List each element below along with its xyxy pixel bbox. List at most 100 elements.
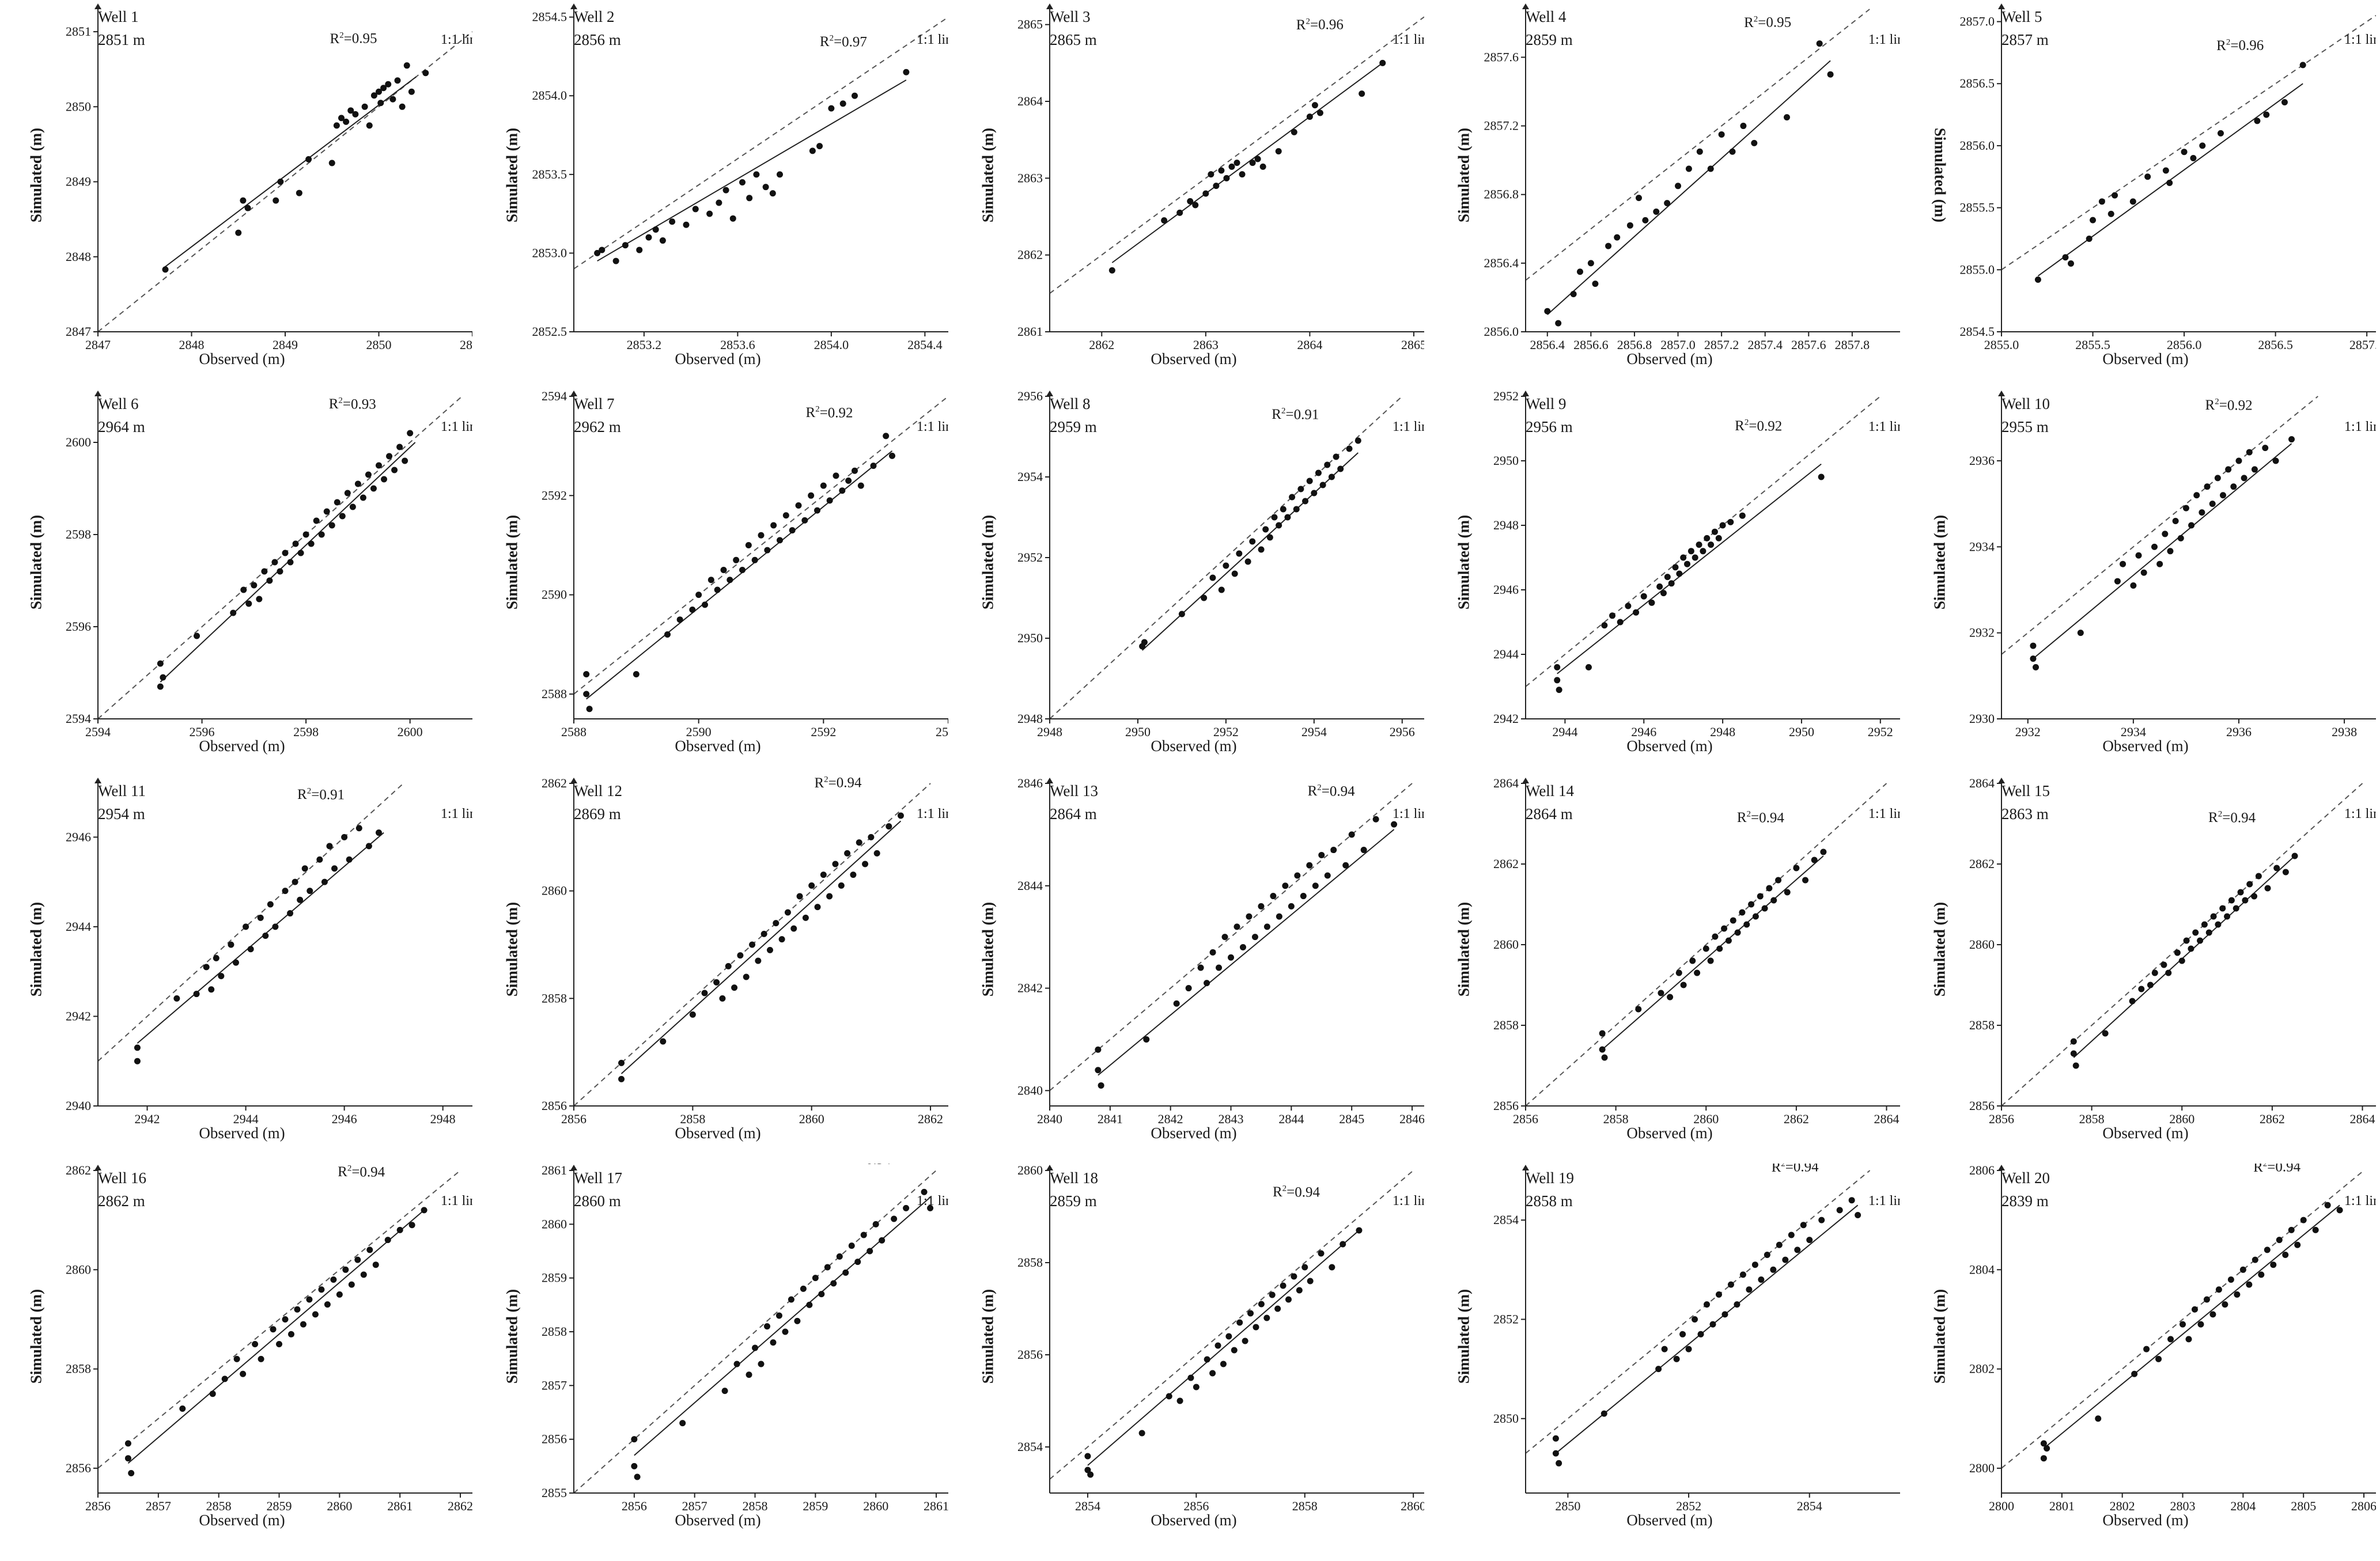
data-point xyxy=(1554,677,1561,684)
scatter-plot: 2850 2852 2854 2850 2852 2854 xyxy=(1493,1165,1900,1513)
one-to-one-line xyxy=(2001,783,2363,1107)
data-point xyxy=(2188,945,2194,952)
data-point xyxy=(2324,1202,2331,1208)
well-title: Well 16 xyxy=(98,1169,147,1187)
data-point xyxy=(1266,534,1273,541)
r-squared-label: R2= xyxy=(338,1164,360,1180)
data-point xyxy=(2130,582,2137,589)
data-point xyxy=(2166,180,2173,187)
data-point xyxy=(2228,897,2235,904)
data-point xyxy=(355,825,362,832)
r-squared-label: R2= xyxy=(297,786,320,802)
well-depth: 2851 m xyxy=(98,31,145,48)
well-depth: 2863 m xyxy=(2001,805,2049,823)
data-point xyxy=(2077,630,2084,636)
data-point xyxy=(1302,498,1309,505)
data-point xyxy=(381,476,388,483)
data-point xyxy=(2129,198,2136,205)
one-to-one-label: 1:1 line xyxy=(1868,32,1900,47)
x-tick-label: 2944 xyxy=(233,1112,259,1126)
data-point xyxy=(1816,40,1823,47)
y-tick-label: 2932 xyxy=(1969,626,1995,640)
data-point xyxy=(777,537,783,544)
data-point xyxy=(396,444,403,450)
data-point xyxy=(1185,985,1192,992)
scatter-plot: 2856 2858 2860 2862 2856 2858 2860 2862 xyxy=(542,776,948,1126)
y-axis-arrow-icon xyxy=(1998,1165,2005,1170)
scatter-plot: 2862 2863 2864 2865 2861 2862 2863 2864 2865 xyxy=(1017,3,1424,352)
data-point xyxy=(333,122,340,129)
data-point xyxy=(1276,522,1282,529)
data-point xyxy=(1711,528,1718,535)
data-point xyxy=(583,691,590,698)
r-squared-value: 0.94 xyxy=(1295,1184,1320,1200)
data-point xyxy=(737,952,744,959)
data-point xyxy=(2086,235,2093,242)
data-point xyxy=(794,1317,801,1324)
data-point xyxy=(1820,848,1827,855)
x-tick-label: 2952 xyxy=(1868,725,1893,739)
y-axis-title: Simulated (m) xyxy=(1931,901,1948,997)
data-point xyxy=(848,1242,855,1249)
data-point xyxy=(2230,483,2237,490)
data-point xyxy=(324,1301,331,1308)
scatter-plot: 2932 2934 2936 2938 2930 2932 2934 2936 xyxy=(1969,391,2376,739)
data-point xyxy=(2252,1256,2258,1263)
data-point xyxy=(719,995,726,1002)
data-point xyxy=(868,833,875,840)
x-tick-label: 2800 xyxy=(1989,1499,2014,1513)
data-point xyxy=(1236,1319,1243,1326)
data-point xyxy=(2220,492,2227,499)
x-tick-label: 2948 xyxy=(1037,725,1062,739)
data-point xyxy=(1262,526,1269,533)
x-tick-label: 2864 xyxy=(1874,1112,1900,1126)
r-squared-annotation: R2=0.94 xyxy=(2253,1164,2300,1176)
r-squared-value: 0.91 xyxy=(1293,407,1319,423)
y-axis-arrow-icon xyxy=(1522,3,1529,9)
y-tick-label: 2856.4 xyxy=(1484,256,1519,270)
data-point xyxy=(631,1463,638,1469)
data-point xyxy=(701,990,708,997)
data-point xyxy=(2227,1276,2234,1283)
data-point xyxy=(812,1275,819,1282)
data-point xyxy=(1223,175,1230,181)
y-tick-label: 2853.0 xyxy=(532,245,567,260)
data-point xyxy=(636,247,643,253)
x-tick-label: 2858 xyxy=(680,1112,705,1126)
x-tick-label: 2862 xyxy=(1089,338,1114,352)
regression-line xyxy=(597,79,907,262)
y-tick-label: 2800 xyxy=(1969,1461,1995,1475)
y-tick-label: 2859 xyxy=(542,1271,567,1285)
data-point xyxy=(1312,882,1319,889)
data-point xyxy=(271,559,278,566)
data-point xyxy=(2282,1251,2289,1258)
r-squared-annotation: R2=0.92 xyxy=(1735,418,1782,434)
data-point xyxy=(2190,154,2197,161)
data-point xyxy=(1258,903,1265,910)
scatter-panel: 2856 2857 2858 2859 2860 2861 2862 2856 2858 2860… xyxy=(12,1164,472,1561)
data-point xyxy=(1254,156,1261,162)
y-tick-label: 2858 xyxy=(1017,1255,1043,1270)
y-axis-title: Simulated (m) xyxy=(1931,127,1949,223)
data-point xyxy=(1285,1296,1292,1303)
data-point xyxy=(1697,1331,1704,1338)
data-point xyxy=(2107,210,2114,217)
data-point xyxy=(1324,872,1331,879)
data-point xyxy=(2203,1296,2210,1303)
data-point xyxy=(1275,148,1282,155)
data-point xyxy=(1764,1251,1770,1258)
data-point xyxy=(622,242,629,249)
data-point xyxy=(1685,1346,1692,1352)
y-tick-label: 2863 xyxy=(1017,171,1043,185)
data-point xyxy=(1244,558,1251,565)
data-point xyxy=(2156,560,2163,567)
data-point xyxy=(2282,869,2289,876)
data-point xyxy=(770,1339,777,1346)
data-point xyxy=(134,1044,141,1051)
x-axis-title: Observed (m) xyxy=(1151,1511,1237,1529)
regression-line xyxy=(2073,855,2295,1058)
data-point xyxy=(1727,1281,1734,1288)
x-axis-title: Observed (m) xyxy=(2102,737,2189,755)
data-point xyxy=(2131,1370,2138,1377)
data-point xyxy=(272,923,279,930)
